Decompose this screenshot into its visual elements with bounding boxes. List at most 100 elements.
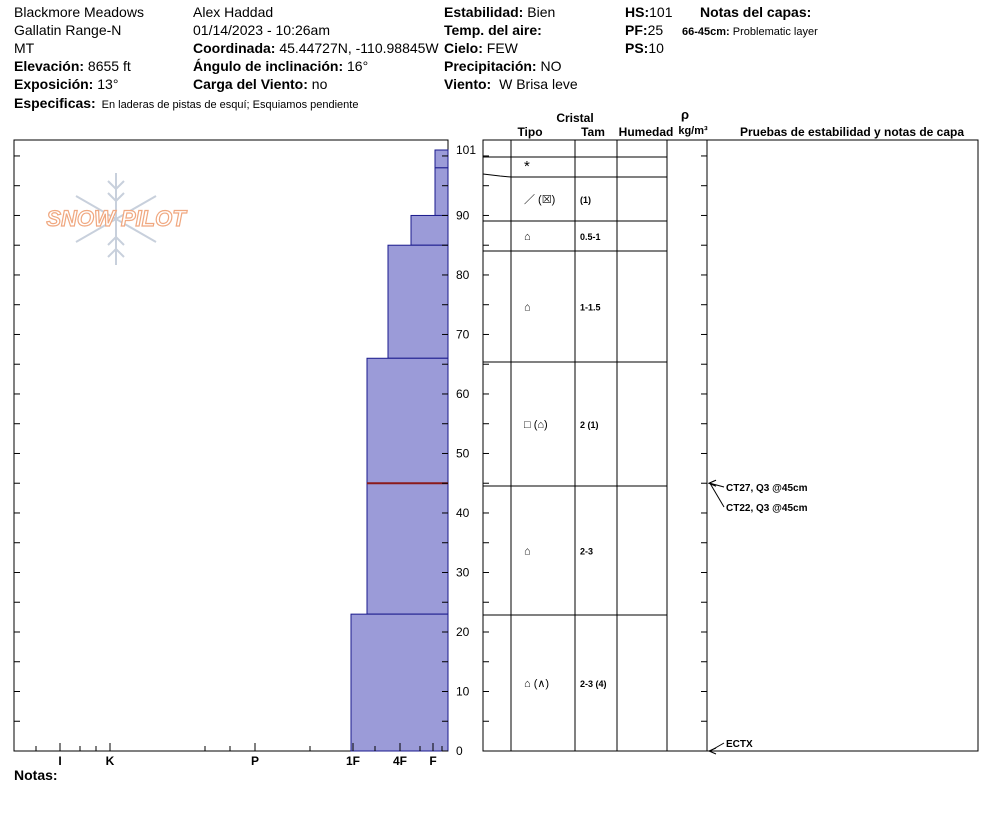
wind-load-label: Carga del Viento: [193,76,308,92]
coordinates: Coordinada: 45.44727N, -110.98845W [193,40,439,56]
pf-label: PF: [625,22,648,38]
pf-value: 25 [647,22,664,38]
aspect: Exposición: 13° [14,76,118,92]
specifics-label: Especificas: [14,95,96,111]
slope-value: 16° [347,58,369,74]
wind-label: Viento: [444,76,492,92]
hardness-tick-label: 1F [346,754,360,768]
mountain-range: Gallatin Range-N [14,22,122,38]
density-symbol: ρ [681,107,689,122]
hardness-tick-label: 4F [393,754,407,768]
slope-label: Ángulo de inclinación: [193,58,344,74]
grain-type: □ (⌂) [524,419,548,431]
hardness-bar [434,149,449,169]
grain-size: 2-3 (4) [580,679,607,689]
stability: Estabilidad: Bien [444,4,555,20]
depth-tick-label: 80 [456,268,470,282]
tests-header: Pruebas de estabilidad y notas de capa [740,125,964,139]
depth-tick-label: 70 [456,327,470,341]
stability-label: Estabilidad: [444,4,524,20]
hardness-tick-label: F [429,754,436,768]
depth-tick-label: 50 [456,446,470,460]
hardness-bar [350,613,449,752]
grain-type: ⌂ [524,231,531,243]
test-label: CT27, Q3 @45cm [726,483,808,494]
layer-note-range: 66-45cm: [682,26,730,38]
moisture-header: Humedad [619,125,674,139]
depth-tick-label: 10 [456,684,470,698]
datetime: 01/14/2023 - 10:26am [193,22,330,38]
hardness-axis: I K P 1F 4F F [35,743,443,768]
hs-value: 101 [649,4,673,20]
test-arrow [707,747,717,755]
depth-axis: 0 10 20 30 40 50 60 70 80 90 101 [14,143,489,758]
test-label: CT22, Q3 @45cm [726,503,808,514]
layer-note-text: Problematic layer [732,26,818,38]
air-temp-label: Temp. del aire: [444,22,542,38]
precipitation: Precipitación: NO [444,58,561,74]
grain-type: ⌂ [524,302,531,314]
hardness-layers [350,149,449,752]
hs: HS:101 [625,4,672,20]
test-leader [709,482,725,508]
depth-tick-label: 90 [456,208,470,222]
specifics: Especificas: En laderas de pistas de esq… [14,95,358,113]
layer-note: 66-45cm: Problematic layer [682,24,818,40]
grain-type: ⌂ [524,546,531,558]
snowpilot-logo: SNOW PILOT [46,206,187,231]
ps: PS:10 [625,40,664,56]
grain-type: ⌂ (∧) [524,678,549,690]
hs-label: HS: [625,4,650,20]
layer-table-rows: * ／ (☒) (1) ⌂ 0.5-1 ⌂ 1-1.5 □ (⌂) 2 (1) ⌂ 2-3 ⌂ (∧)… [482,156,667,690]
depth-tick-label: 0 [456,744,463,758]
precip-value: NO [540,58,562,74]
crystal-header: Cristal [556,111,593,125]
stability-value: Bien [527,4,556,20]
elevation-label: Elevación: [14,58,85,74]
depth-connector [482,173,512,178]
sky-value: FEW [486,40,518,56]
elevation-value: 8655 ft [87,58,131,74]
wind-load-value: no [311,76,328,92]
grain-type: * [524,158,530,175]
depth-tick-label: 101 [456,143,476,157]
grain-size: 1-1.5 [580,303,601,313]
test-label: ECTX [726,739,753,750]
wind-value: W Brisa leve [499,76,578,92]
layer-notes-label: Notas del capas: [700,4,812,20]
notes-label: Notas: [14,767,58,783]
sky: Cielo: FEW [444,40,518,56]
density-ticks [701,155,707,752]
size-header: Tam [581,125,605,139]
hardness-bar [434,167,449,216]
snowflake-icon [75,173,157,265]
slope-angle: Ángulo de inclinación: 16° [193,58,368,74]
location-name: Blackmore Meadows [14,4,144,20]
state: MT [14,40,35,56]
wind-loading: Carga del Viento: no [193,76,327,92]
grain-size: 2 (1) [580,420,599,430]
hardness-tick-label: I [58,754,61,768]
hardness-bar [366,482,449,615]
depth-tick-label: 20 [456,625,470,639]
type-header: Tipo [517,125,542,139]
coord-value: 45.44727N, -110.98845W [279,40,439,56]
wind: Viento: W Brisa leve [444,76,578,92]
depth-tick-label: 60 [456,387,470,401]
density-unit: kg/m³ [678,125,708,137]
ps-label: PS: [625,40,649,56]
elevation: Elevación: 8655 ft [14,58,131,74]
coord-label: Coordinada: [193,40,276,56]
depth-tick-label: 30 [456,565,470,579]
aspect-label: Exposición: [14,76,94,92]
hardness-bar [387,244,449,359]
specifics-value: En laderas de pistas de esquí; Esquiamos… [101,99,359,111]
layer-table-frame [482,139,979,752]
test-leader [709,482,725,488]
hardness-tick-label: P [251,754,259,768]
grain-size: (1) [580,195,591,205]
grain-type: ／ (☒) [524,193,555,206]
aspect-value: 13° [97,76,119,92]
sky-label: Cielo: [444,40,483,56]
